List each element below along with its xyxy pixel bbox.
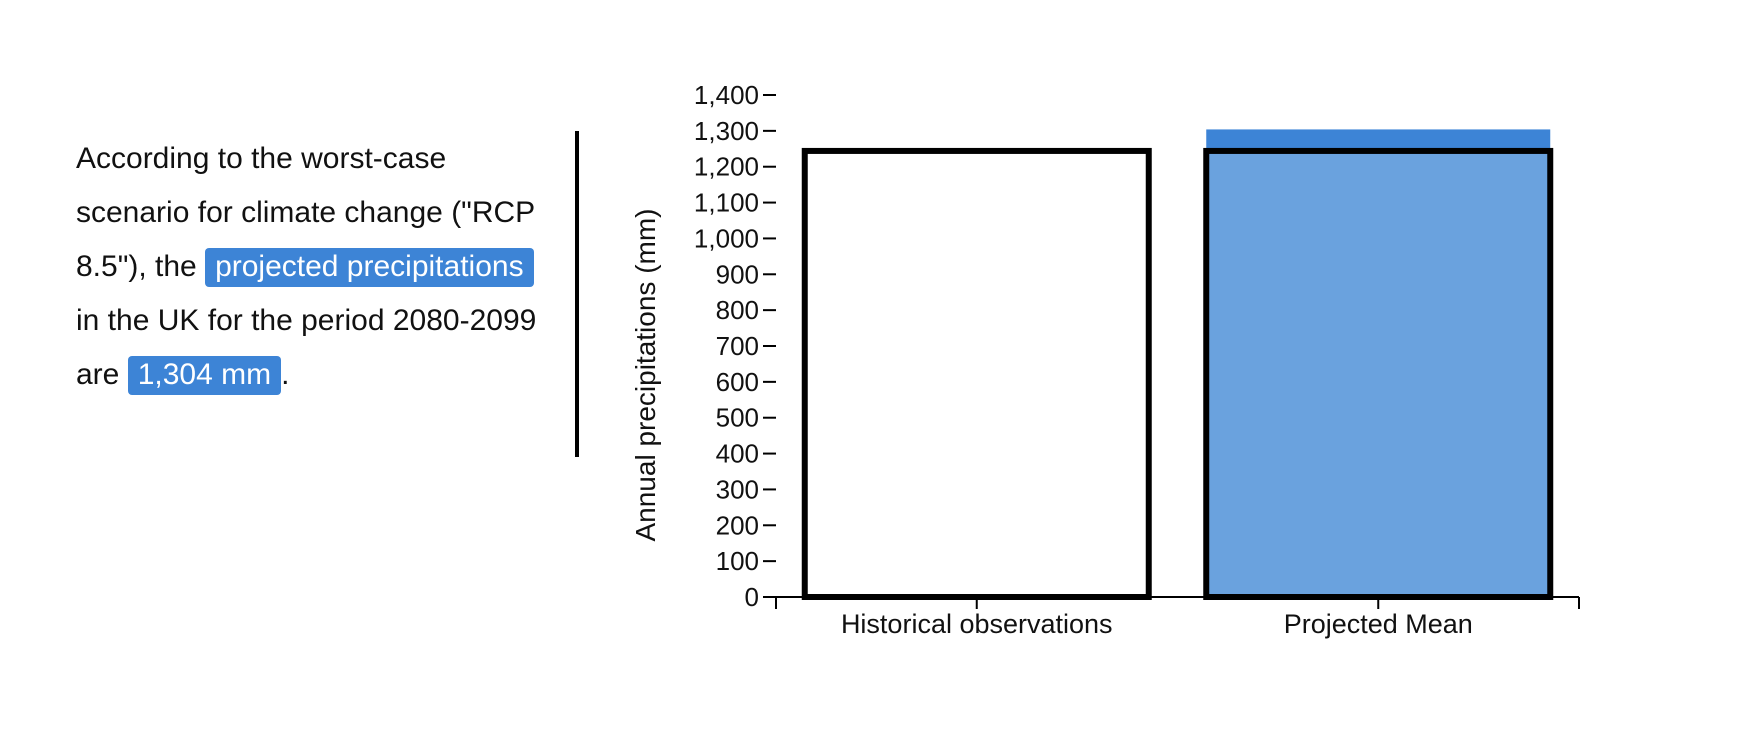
y-axis: 0 100 200 300 400 500 600 700 800 900 1,000 1,100 1,…: [694, 80, 776, 612]
y-tick-label: 900: [716, 259, 759, 289]
y-tick-label: 700: [716, 331, 759, 361]
summary-text-part2: in the UK for the period 2080-2099 are: [76, 304, 537, 391]
x-tick-label: Historical observations: [841, 609, 1113, 639]
summary-text-part3: .: [281, 358, 290, 391]
y-tick-label: 1,000: [694, 223, 759, 253]
y-tick-label: 0: [745, 582, 759, 612]
y-tick-label: 100: [716, 546, 759, 576]
y-tick-label: 600: [716, 367, 759, 397]
y-tick-label: 1,300: [694, 116, 759, 146]
bars: [801, 129, 1554, 601]
x-tick-label: Projected Mean: [1284, 609, 1473, 639]
bar-projected-increase: [1206, 129, 1551, 151]
y-tick-label: 800: [716, 295, 759, 325]
x-axis: Historical observations Projected Mean: [775, 596, 1580, 639]
y-tick-label: 1,200: [694, 152, 759, 182]
highlight-projected-precipitations: projected precipitations: [205, 248, 534, 287]
highlight-projected-value: 1,304 mm: [127, 356, 282, 395]
divider: [575, 131, 579, 457]
summary-text: According to the worst-case scenario for…: [76, 132, 546, 402]
bar-projected-mean: [1203, 147, 1554, 601]
bar-historical-observations: [801, 147, 1152, 601]
y-tick-label: 400: [716, 439, 759, 469]
y-tick-label: 500: [716, 403, 759, 433]
y-tick-label: 300: [716, 474, 759, 504]
y-tick-label: 1,100: [694, 188, 759, 218]
summary-text-part1: According to the worst-case scenario for…: [76, 142, 535, 283]
y-tick-label: 1,400: [694, 80, 759, 110]
y-axis-label: Annual precipitations (mm): [630, 208, 661, 541]
y-tick-label: 200: [716, 510, 759, 540]
